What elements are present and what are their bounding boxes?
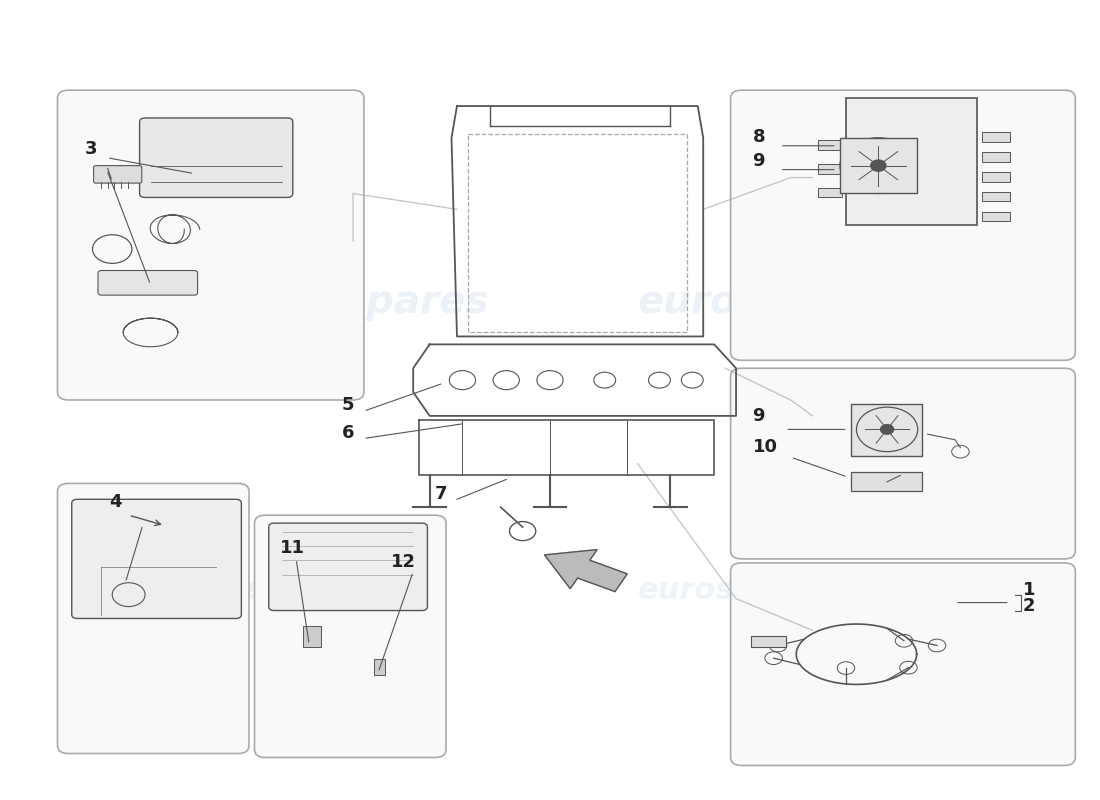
Text: 1: 1 <box>1023 581 1035 598</box>
Circle shape <box>871 160 886 171</box>
FancyBboxPatch shape <box>140 118 293 198</box>
FancyBboxPatch shape <box>982 152 1010 162</box>
FancyBboxPatch shape <box>851 404 922 456</box>
FancyBboxPatch shape <box>730 368 1076 559</box>
Text: eurospares: eurospares <box>638 576 830 605</box>
FancyBboxPatch shape <box>982 212 1010 222</box>
FancyArrow shape <box>544 550 627 592</box>
Text: eurospares: eurospares <box>243 576 437 605</box>
Text: 3: 3 <box>85 140 98 158</box>
Text: 10: 10 <box>752 438 778 456</box>
FancyBboxPatch shape <box>254 515 446 758</box>
FancyBboxPatch shape <box>851 471 922 491</box>
FancyBboxPatch shape <box>57 483 249 754</box>
Text: 5: 5 <box>342 396 354 414</box>
FancyBboxPatch shape <box>374 659 385 675</box>
FancyBboxPatch shape <box>268 523 428 610</box>
FancyBboxPatch shape <box>982 132 1010 142</box>
FancyBboxPatch shape <box>982 192 1010 202</box>
FancyBboxPatch shape <box>982 172 1010 182</box>
Text: 4: 4 <box>109 494 121 511</box>
FancyBboxPatch shape <box>94 166 142 183</box>
FancyBboxPatch shape <box>730 90 1076 360</box>
Text: 2: 2 <box>1023 597 1035 614</box>
Text: 8: 8 <box>752 128 766 146</box>
Text: 6: 6 <box>342 424 354 442</box>
FancyBboxPatch shape <box>846 98 977 226</box>
Text: 9: 9 <box>752 152 764 170</box>
FancyBboxPatch shape <box>840 138 916 194</box>
Text: 11: 11 <box>279 539 305 558</box>
FancyBboxPatch shape <box>818 164 843 174</box>
FancyBboxPatch shape <box>57 90 364 400</box>
FancyBboxPatch shape <box>751 636 786 647</box>
Text: 7: 7 <box>436 486 448 503</box>
FancyBboxPatch shape <box>730 563 1076 766</box>
Text: eurospares: eurospares <box>638 282 883 321</box>
FancyBboxPatch shape <box>72 499 241 618</box>
Circle shape <box>880 425 893 434</box>
FancyBboxPatch shape <box>302 626 321 647</box>
Text: 12: 12 <box>392 553 416 571</box>
Text: eurospares: eurospares <box>243 282 490 321</box>
Text: 9: 9 <box>752 407 764 426</box>
FancyBboxPatch shape <box>818 140 843 150</box>
FancyBboxPatch shape <box>818 188 843 198</box>
FancyBboxPatch shape <box>98 270 198 295</box>
